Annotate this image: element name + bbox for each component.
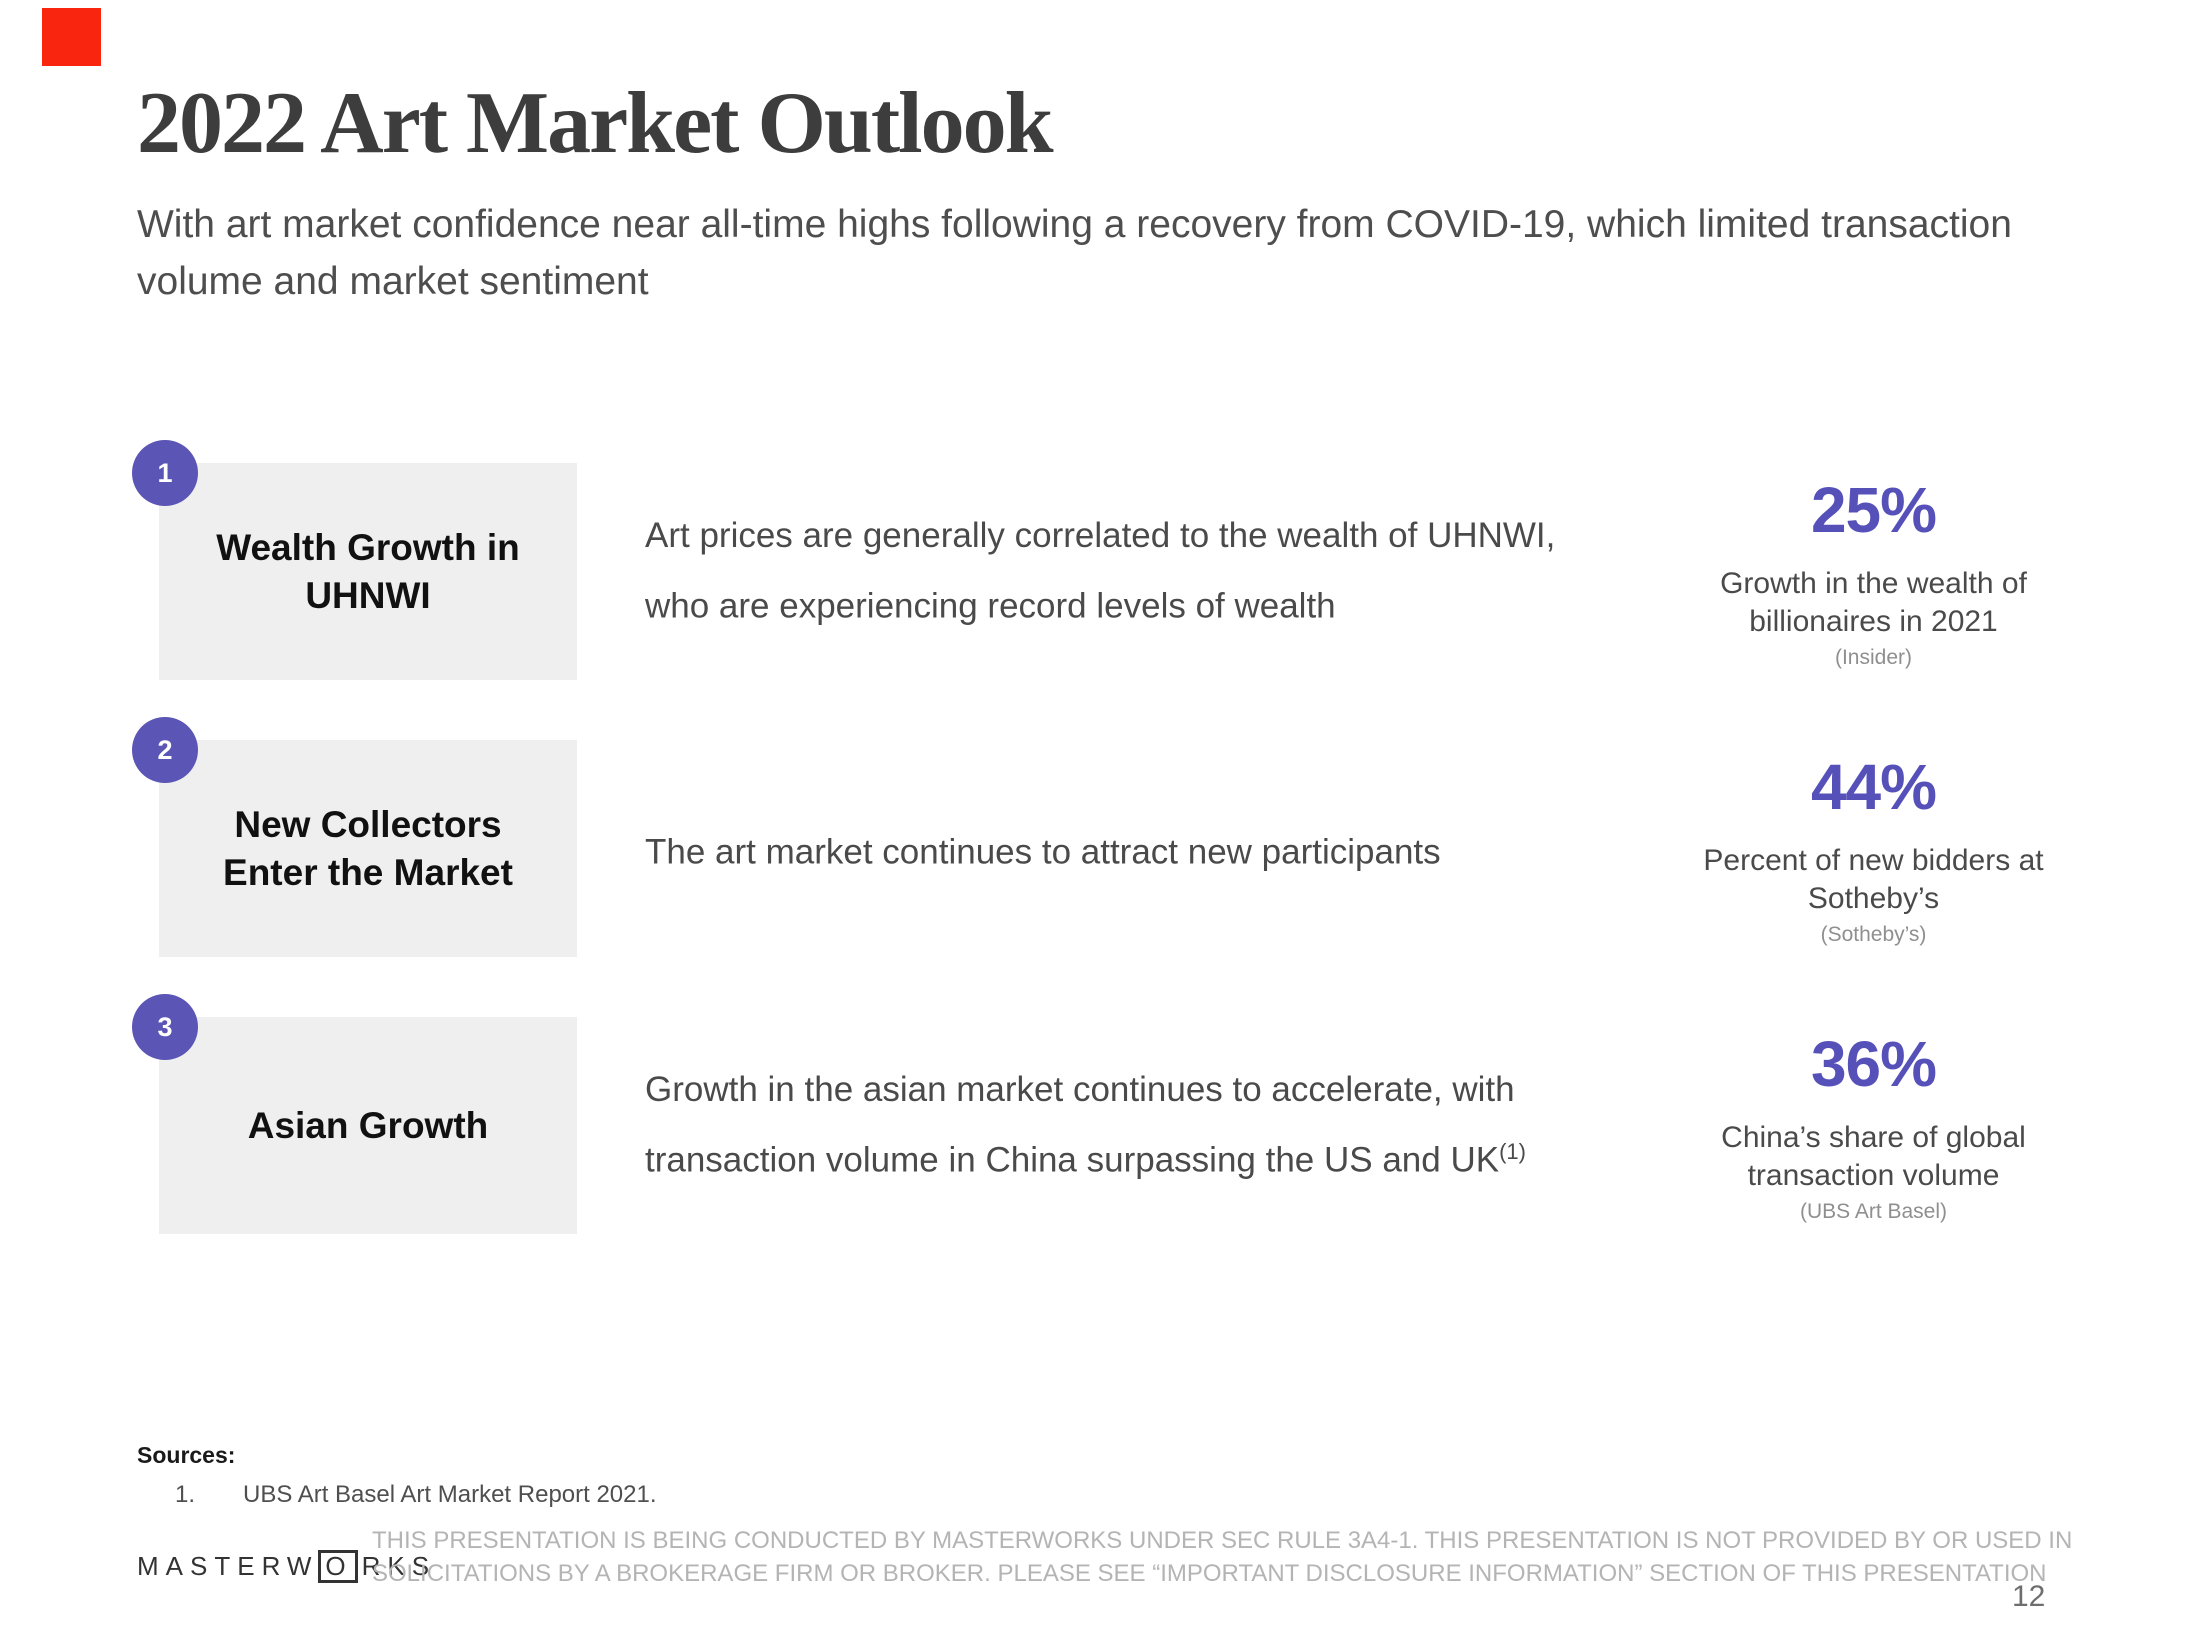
brand-accent-square (42, 8, 101, 66)
number-badge-2: 2 (132, 717, 198, 783)
sources-section: Sources: 1. UBS Art Basel Art Market Rep… (137, 1442, 657, 1509)
stat-source-2: (Sotheby’s) (1820, 923, 1927, 946)
topic-label-1: Wealth Growth in UHNWI (216, 526, 520, 616)
topic-description-1: Art prices are generally correlated to t… (645, 505, 1560, 638)
logo-text-prefix: MASTERW (137, 1551, 319, 1581)
page-number: 12 (2012, 1580, 2046, 1613)
source-index-1: 1. (175, 1481, 196, 1508)
page-title: 2022 Art Market Outlook (137, 75, 1054, 172)
sources-heading: Sources: (137, 1442, 236, 1468)
key-points-list: 1 Wealth Growth in UHNWI Art prices are … (132, 440, 2119, 1294)
masterworks-logo: MASTERW O RKS (137, 1550, 436, 1583)
source-item-1: 1. UBS Art Basel Art Market Report 2021. (137, 1481, 657, 1509)
key-point-row-3: 3 Asian Growth Growth in the asian marke… (132, 994, 2119, 1234)
source-text-1: UBS Art Basel Art Market Report 2021. (243, 1481, 657, 1508)
stat-value-1: 25% (1810, 474, 1937, 546)
stat-label-1: Growth in the wealth of billionaires in … (1720, 567, 2027, 638)
topic-description-text-3: Growth in the asian market continues to … (645, 1070, 1515, 1180)
topic-box-1: 1 Wealth Growth in UHNWI (132, 440, 577, 680)
number-badge-1: 1 (132, 440, 198, 506)
stat-source-3: (UBS Art Basel) (1799, 1200, 1948, 1223)
topic-label-3: Asian Growth (247, 1104, 489, 1146)
stat-block-1: 25% Growth in the wealth of billionaires… (1664, 473, 2084, 670)
topic-description-3: Growth in the asian market continues to … (645, 1059, 1560, 1192)
topic-description-2: The art market continues to attract new … (645, 813, 1560, 884)
stat-block-3: 36% China’s share of global transaction … (1664, 1027, 2084, 1224)
topic-description-text-2: The art market continues to attract new … (645, 832, 1441, 872)
slide-subtitle: With art market confidence near all-time… (137, 203, 2012, 304)
topic-label-2: New Collectors Enter the Market (223, 803, 513, 893)
slide-header: 2022 Art Market Outlook With art market … (137, 75, 2087, 310)
footnote-marker-3: (1) (1499, 1139, 1526, 1165)
stat-label-2: Percent of new bidders at Sotheby’s (1703, 844, 2044, 915)
logo-boxed-o-icon: O (318, 1550, 358, 1583)
legal-disclaimer: THIS PRESENTATION IS BEING CONDUCTED BY … (372, 1527, 2073, 1587)
stat-value-3: 36% (1810, 1028, 1937, 1100)
logo-text-suffix: RKS (361, 1551, 437, 1581)
key-point-row-2: 2 New Collectors Enter the Market The ar… (132, 717, 2119, 957)
stat-source-1: (Insider) (1834, 646, 1913, 669)
topic-box-2: 2 New Collectors Enter the Market (132, 717, 577, 957)
stat-block-2: 44% Percent of new bidders at Sotheby’s … (1664, 750, 2084, 947)
stat-value-2: 44% (1810, 751, 1937, 823)
key-point-row-1: 1 Wealth Growth in UHNWI Art prices are … (132, 440, 2119, 680)
topic-box-3: 3 Asian Growth (132, 994, 577, 1234)
number-badge-3: 3 (132, 994, 198, 1060)
stat-label-3: China’s share of global transaction volu… (1721, 1121, 2026, 1192)
topic-description-text-1: Art prices are generally correlated to t… (645, 516, 1556, 626)
